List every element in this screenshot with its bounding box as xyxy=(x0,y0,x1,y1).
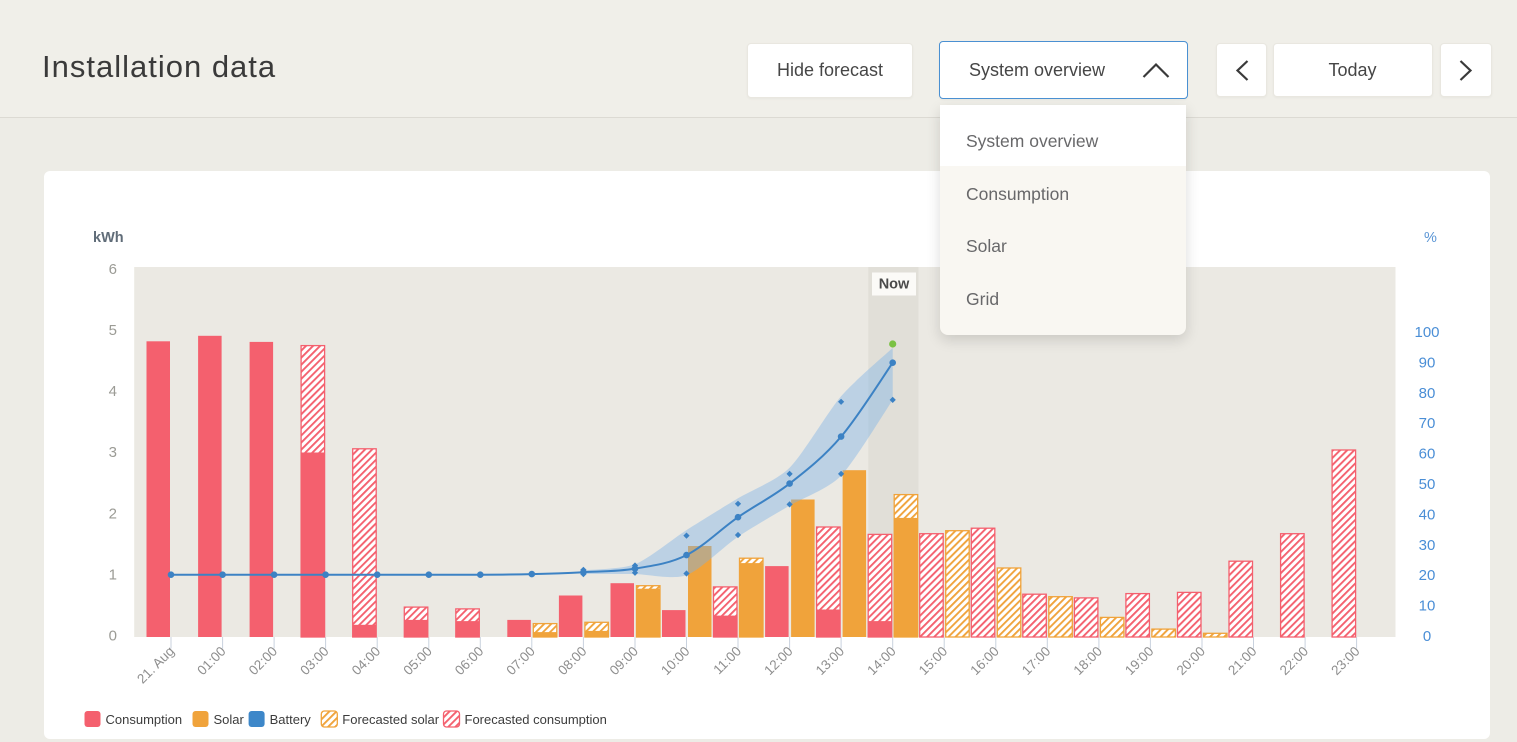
svg-text:Now: Now xyxy=(879,277,910,293)
svg-text:11:00: 11:00 xyxy=(710,644,744,678)
svg-text:2: 2 xyxy=(109,505,117,522)
svg-text:30: 30 xyxy=(1419,537,1436,554)
svg-text:14:00: 14:00 xyxy=(864,644,899,679)
svg-text:%: % xyxy=(1424,230,1437,246)
svg-text:13:00: 13:00 xyxy=(813,644,848,679)
svg-text:Forecasted solar: Forecasted solar xyxy=(342,712,439,727)
svg-text:80: 80 xyxy=(1419,385,1436,402)
svg-text:05:00: 05:00 xyxy=(400,644,435,679)
svg-text:15:00: 15:00 xyxy=(916,644,951,679)
svg-text:02:00: 02:00 xyxy=(246,644,281,679)
svg-text:70: 70 xyxy=(1419,415,1436,432)
svg-text:07:00: 07:00 xyxy=(503,644,538,679)
svg-text:5: 5 xyxy=(109,322,117,339)
svg-text:100: 100 xyxy=(1414,324,1439,341)
svg-text:50: 50 xyxy=(1419,476,1436,493)
svg-text:3: 3 xyxy=(109,444,117,461)
svg-text:18:00: 18:00 xyxy=(1071,644,1106,679)
svg-text:Solar: Solar xyxy=(214,712,245,727)
svg-text:4: 4 xyxy=(109,383,117,400)
svg-text:90: 90 xyxy=(1419,354,1436,371)
svg-text:01:00: 01:00 xyxy=(194,644,229,679)
svg-text:03:00: 03:00 xyxy=(297,644,332,679)
svg-text:17:00: 17:00 xyxy=(1019,644,1054,679)
svg-text:12:00: 12:00 xyxy=(761,644,796,679)
svg-text:Consumption: Consumption xyxy=(106,712,183,727)
svg-text:20: 20 xyxy=(1419,567,1436,584)
svg-text:0: 0 xyxy=(109,628,117,645)
svg-text:10: 10 xyxy=(1419,598,1436,615)
svg-text:Forecasted consumption: Forecasted consumption xyxy=(465,712,607,727)
svg-text:06:00: 06:00 xyxy=(452,644,487,679)
svg-text:04:00: 04:00 xyxy=(349,644,384,679)
svg-text:21. Aug: 21. Aug xyxy=(134,644,177,687)
svg-text:22:00: 22:00 xyxy=(1277,644,1312,679)
svg-text:60: 60 xyxy=(1419,446,1436,463)
svg-text:Battery: Battery xyxy=(270,712,312,727)
svg-text:19:00: 19:00 xyxy=(1122,644,1157,679)
svg-text:40: 40 xyxy=(1419,506,1436,523)
svg-text:09:00: 09:00 xyxy=(607,644,642,679)
svg-text:0: 0 xyxy=(1423,628,1431,645)
svg-text:21:00: 21:00 xyxy=(1225,644,1260,679)
svg-text:16:00: 16:00 xyxy=(967,644,1002,679)
svg-text:kWh: kWh xyxy=(93,230,124,246)
svg-text:10:00: 10:00 xyxy=(658,644,693,679)
svg-text:20:00: 20:00 xyxy=(1174,644,1209,679)
svg-text:08:00: 08:00 xyxy=(555,644,590,679)
svg-text:23:00: 23:00 xyxy=(1328,644,1363,679)
svg-text:1: 1 xyxy=(109,566,117,583)
svg-text:6: 6 xyxy=(109,261,117,278)
